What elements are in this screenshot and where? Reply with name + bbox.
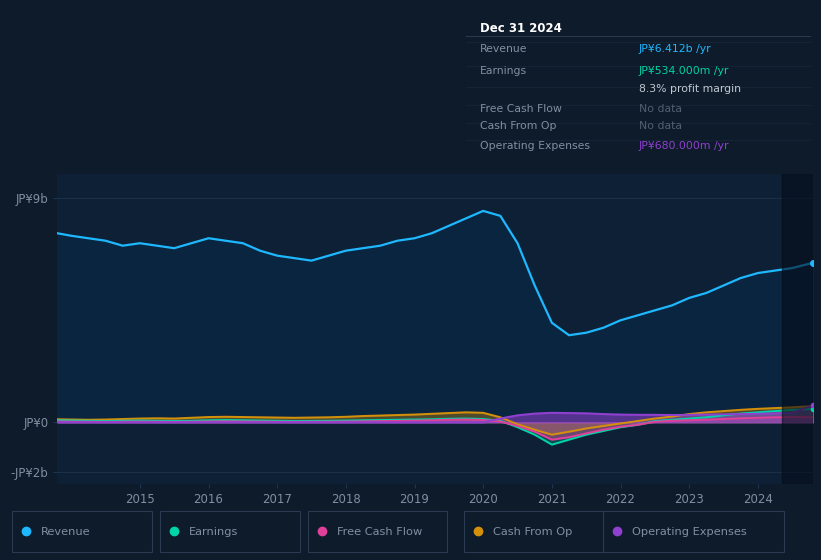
Text: Free Cash Flow: Free Cash Flow [480, 104, 562, 114]
Text: No data: No data [639, 122, 681, 132]
Text: Operating Expenses: Operating Expenses [632, 527, 747, 537]
Text: Revenue: Revenue [41, 527, 90, 537]
Text: Earnings: Earnings [480, 67, 527, 77]
Text: Dec 31 2024: Dec 31 2024 [480, 22, 562, 35]
Text: Cash From Op: Cash From Op [480, 122, 557, 132]
Text: No data: No data [639, 104, 681, 114]
Text: Earnings: Earnings [189, 527, 238, 537]
Text: JP¥6.412b /yr: JP¥6.412b /yr [639, 44, 711, 54]
Text: Free Cash Flow: Free Cash Flow [337, 527, 422, 537]
Text: JP¥534.000m /yr: JP¥534.000m /yr [639, 67, 729, 77]
Text: JP¥680.000m /yr: JP¥680.000m /yr [639, 141, 729, 151]
Text: Operating Expenses: Operating Expenses [480, 141, 590, 151]
Text: Revenue: Revenue [480, 44, 528, 54]
Bar [782, 174, 813, 484]
Text: 8.3% profit margin: 8.3% profit margin [639, 85, 741, 94]
Text: Cash From Op: Cash From Op [493, 527, 572, 537]
